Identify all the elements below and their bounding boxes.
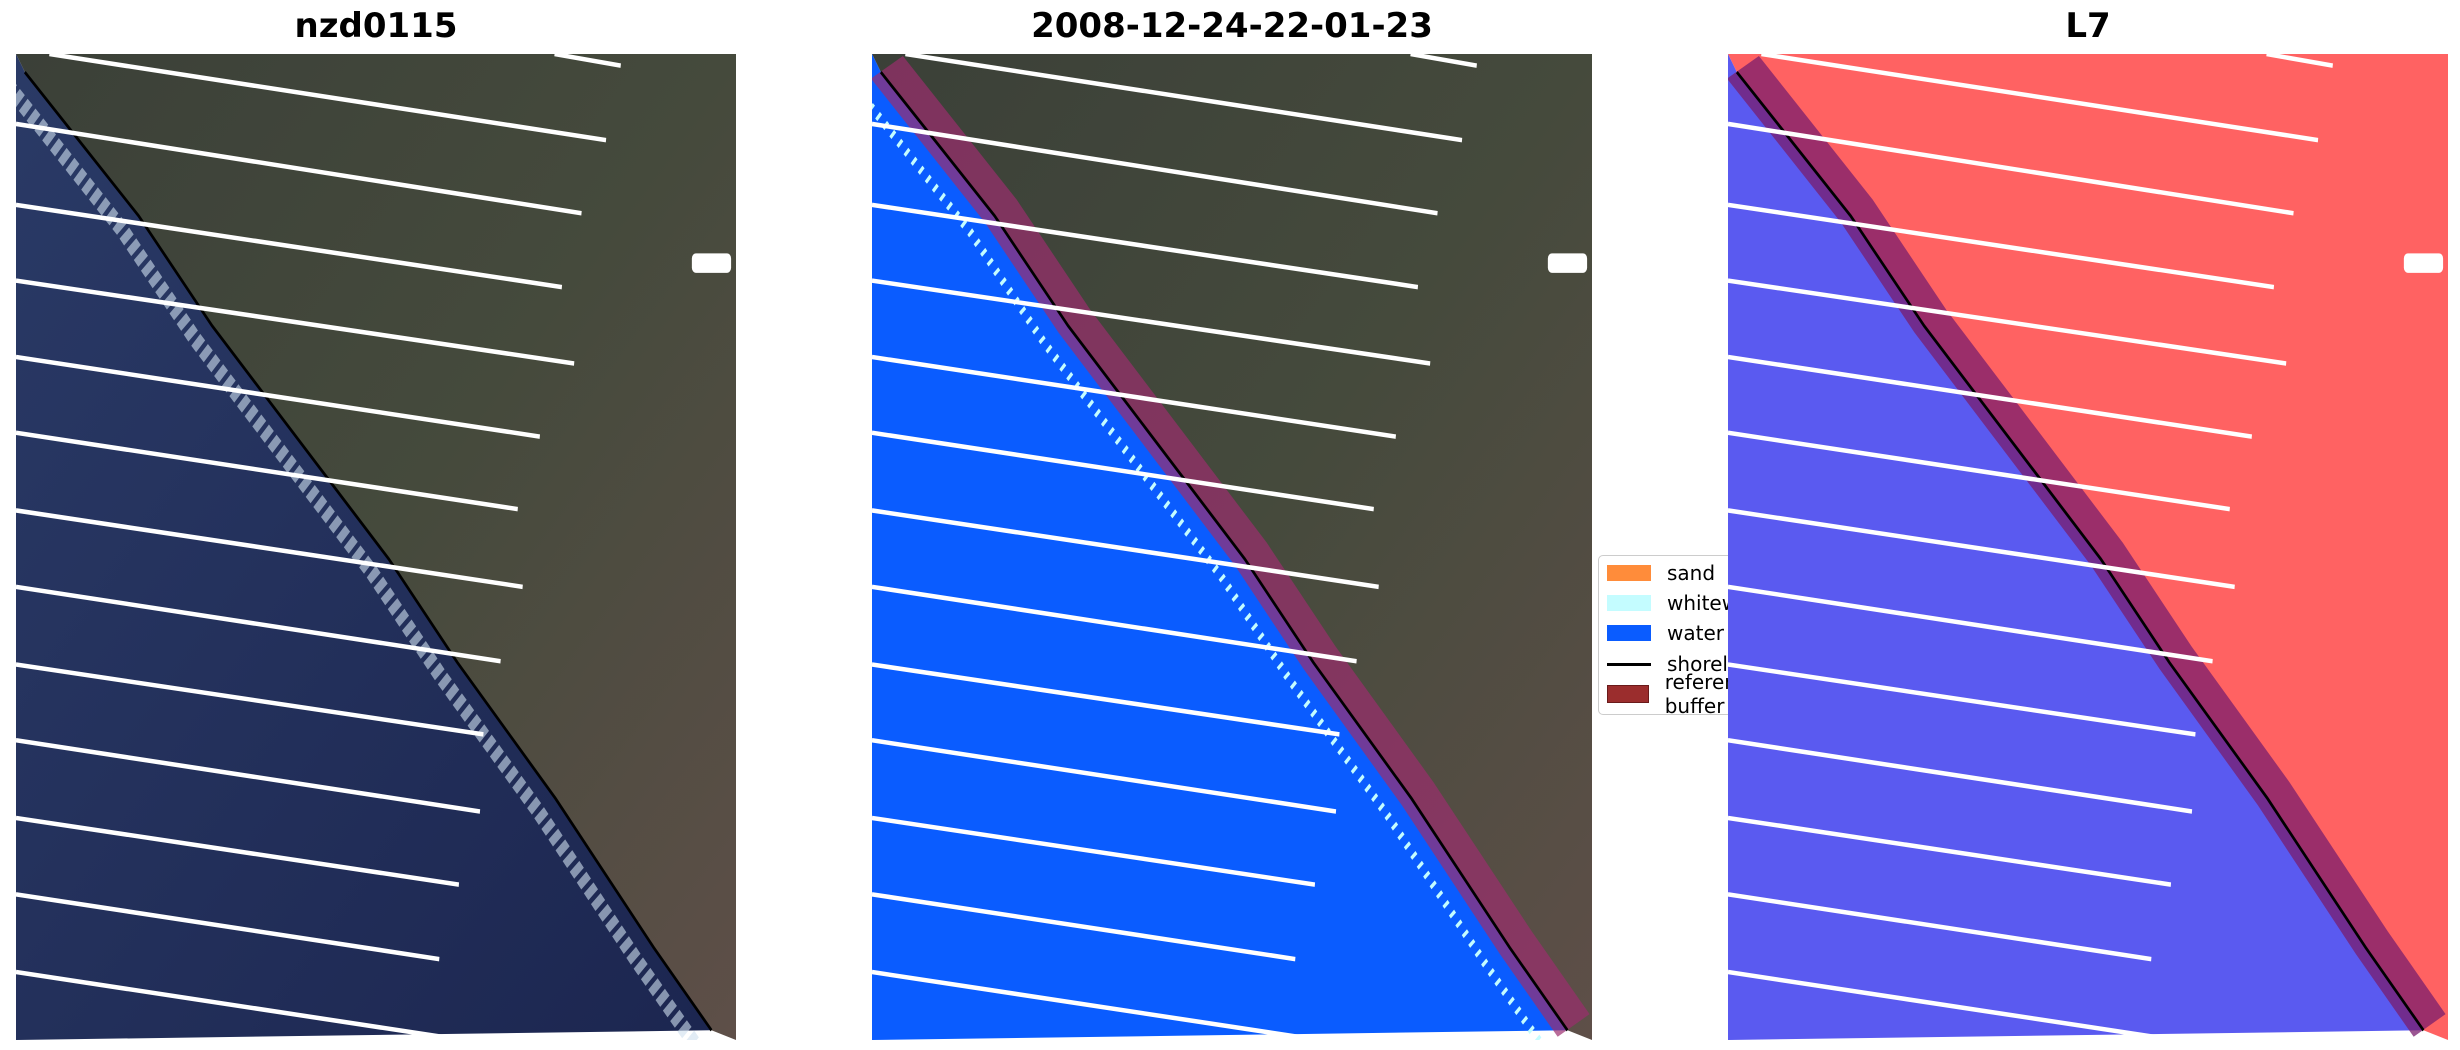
transect-line xyxy=(872,584,1357,664)
shoreline xyxy=(879,70,1569,1032)
rgb-image-panel xyxy=(16,54,736,1040)
cloud-mask-patch xyxy=(691,253,732,273)
sand-swatch xyxy=(1607,565,1651,581)
transect-line xyxy=(872,892,1296,962)
legend-label: sand xyxy=(1667,561,1716,585)
transect-line xyxy=(16,584,501,664)
transect-line xyxy=(2266,54,2333,68)
transect-line xyxy=(49,54,607,143)
buffer-swatch xyxy=(1607,685,1649,703)
transect-line xyxy=(872,738,1337,814)
legend-label: water xyxy=(1667,621,1724,645)
transect-line xyxy=(905,54,1463,143)
rgb-image xyxy=(16,54,736,1040)
transect-line xyxy=(1728,662,2196,737)
transect-line xyxy=(1728,430,2230,512)
transect-line xyxy=(16,892,440,962)
transect-line xyxy=(16,738,481,814)
transect-line xyxy=(872,662,1340,737)
transect-line xyxy=(16,815,460,887)
transect-line xyxy=(16,121,582,216)
index-image-panel xyxy=(1728,54,2448,1040)
transect-line xyxy=(1761,54,2319,143)
transect-line xyxy=(872,354,1397,439)
transect-line xyxy=(1728,969,2154,1040)
transect-line xyxy=(16,662,484,737)
legend-item-sand: sand xyxy=(1607,561,1715,585)
whitewater-pixels xyxy=(872,101,1544,1040)
transect-line xyxy=(872,278,1431,366)
transect-line xyxy=(16,354,541,439)
transect-line xyxy=(1728,584,2213,664)
transect-line xyxy=(872,121,1438,216)
transect-line xyxy=(1728,892,2152,962)
transect-line xyxy=(1728,815,2172,887)
transect-line xyxy=(872,969,1298,1040)
panel-title-rgb: nzd0115 xyxy=(294,6,458,46)
shoreline-swatch xyxy=(1607,662,1651,666)
transect-line xyxy=(1728,278,2287,366)
shoreline xyxy=(1735,70,2425,1032)
mndwi-image xyxy=(1728,54,2448,1040)
water-area xyxy=(16,54,712,1040)
transect-line xyxy=(872,508,1379,590)
transect-line xyxy=(1728,121,2294,216)
shoreline xyxy=(23,70,713,1032)
cloud-mask-patch xyxy=(1547,253,1588,273)
transect-line xyxy=(872,815,1316,887)
legend-item-water: water xyxy=(1607,621,1724,645)
transect-line xyxy=(16,278,575,366)
classified-image-panel xyxy=(872,54,1592,1040)
whitewater-band xyxy=(16,83,699,1040)
transect-line xyxy=(1728,738,2193,814)
transect-line xyxy=(16,202,563,290)
transect-line xyxy=(1728,508,2235,590)
water-swatch xyxy=(1607,625,1651,641)
transect-line xyxy=(1410,54,1477,68)
transect-line xyxy=(554,54,621,68)
whitewater-swatch xyxy=(1607,595,1651,611)
transect-line xyxy=(1728,202,2275,290)
transect-line xyxy=(16,430,518,512)
classified-image xyxy=(872,54,1592,1040)
transect-line xyxy=(872,202,1419,290)
transect-line xyxy=(16,508,523,590)
transect-line xyxy=(16,969,442,1040)
transect-line xyxy=(872,430,1374,512)
panel-title-classified: 2008-12-24-22-01-23 xyxy=(1031,6,1433,46)
transect-line xyxy=(1728,354,2253,439)
panel-title-index: L7 xyxy=(2065,6,2111,46)
cloud-mask-patch xyxy=(2403,253,2444,273)
